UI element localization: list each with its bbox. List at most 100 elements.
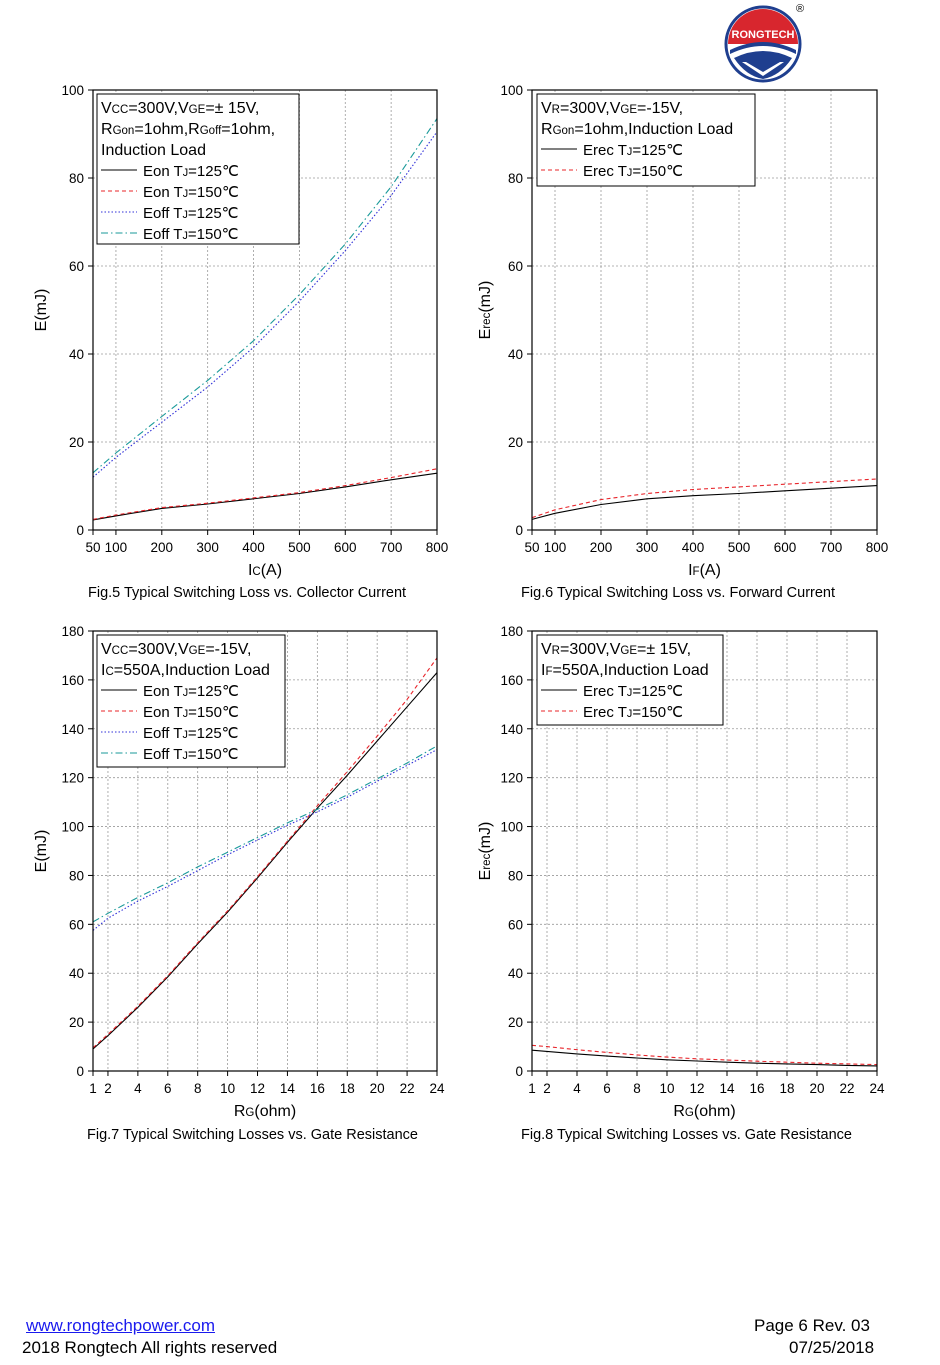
fig6-xtick-label: 50 — [524, 540, 539, 555]
fig8-xtick-label: 12 — [689, 1081, 704, 1096]
fig6-ylabel: Erec(mJ) — [477, 281, 494, 340]
fig5-xtick-label: 50 — [85, 540, 100, 555]
fig5-series-0-line — [92, 472, 438, 521]
fig6-caption: Fig.6 Typical Switching Loss vs. Forward… — [521, 585, 836, 601]
registered-mark: ® — [796, 3, 804, 15]
fig7-ytick-label: 120 — [61, 771, 84, 786]
fig7-ylabel: E(mJ) — [33, 830, 50, 873]
fig5-xtick-label: 400 — [242, 540, 265, 555]
fig7-xtick-label: 14 — [280, 1081, 296, 1096]
fig6-xtick-label: 600 — [774, 540, 797, 555]
fig8-ytick-label: 40 — [508, 966, 523, 981]
fig6-ytick-label: 80 — [508, 171, 523, 186]
fig8-series-1-line — [531, 1044, 878, 1066]
fig8-xtick-label: 2 — [543, 1081, 551, 1096]
fig5-ytick-label: 100 — [61, 83, 84, 98]
fig8-xtick-label: 14 — [719, 1081, 735, 1096]
copyright-text: 2018 Rongtech All rights reserved — [22, 1338, 278, 1357]
fig7-xtick-label: 10 — [220, 1081, 235, 1096]
fig5-plot-frame — [92, 89, 438, 531]
fig6-ytick-label: 100 — [500, 83, 523, 98]
revision-date: 07/25/2018 — [789, 1338, 875, 1357]
fig5-xtick-label: 300 — [196, 540, 219, 555]
logo-text: RONGTECH — [732, 29, 795, 41]
fig7-legend-entry-3: Eoff TJ=150℃ — [143, 746, 239, 763]
fig7-xlabel: RG(ohm) — [234, 1103, 296, 1120]
fig7-plot-frame — [92, 630, 438, 1072]
fig8-ytick-label: 120 — [500, 771, 523, 786]
fig7-xtick-label: 8 — [194, 1081, 202, 1096]
fig5-legend-box — [96, 93, 300, 245]
fig5-legend-condition: Induction Load — [101, 142, 206, 159]
fig5-ylabel: E(mJ) — [33, 289, 50, 332]
fig6-xtick-label: 700 — [820, 540, 843, 555]
fig7-xtick-label: 12 — [250, 1081, 265, 1096]
fig8-xtick-label: 18 — [779, 1081, 794, 1096]
fig7-legend-box — [96, 634, 286, 768]
fig7-ytick-label: 140 — [61, 722, 84, 737]
fig8-grid — [532, 631, 877, 1071]
fig7-ytick-label: 160 — [61, 673, 84, 688]
fig7-xtick-label: 18 — [340, 1081, 355, 1096]
fig7-ytick-label: 60 — [69, 917, 84, 932]
fig8-series-0-line — [531, 1049, 878, 1067]
fig7-xtick-label: 6 — [164, 1081, 172, 1096]
fig5-legend-entry-3: Eoff TJ=150℃ — [143, 226, 239, 243]
fig5-ytick-label: 60 — [69, 259, 84, 274]
fig5-xtick-label: 700 — [380, 540, 403, 555]
fig7-ytick-label: 0 — [76, 1064, 84, 1079]
fig8-legend-entry-0: Erec TJ=125℃ — [583, 683, 683, 700]
fig7-ytick-label: 20 — [69, 1015, 84, 1030]
fig5-legend-entry-0: Eon TJ=125℃ — [143, 163, 239, 180]
fig8-xtick-label: 20 — [809, 1081, 824, 1096]
fig8-xtick-label: 24 — [869, 1081, 885, 1096]
fig5-caption: Fig.5 Typical Switching Loss vs. Collect… — [88, 585, 407, 601]
fig8-xtick-label: 6 — [603, 1081, 611, 1096]
rongtech-logo: RONGTECH ® — [724, 3, 804, 83]
fig8-xtick-label: 16 — [749, 1081, 764, 1096]
fig7-xtick-label: 22 — [400, 1081, 415, 1096]
fig5-ytick-label: 20 — [69, 435, 84, 450]
fig7-series-2-line — [92, 749, 438, 931]
fig6-ytick-label: 40 — [508, 347, 523, 362]
fig8-xtick-label: 10 — [659, 1081, 674, 1096]
fig7-series-0-line — [92, 672, 438, 1050]
fig5-xtick-label: 800 — [426, 540, 449, 555]
fig6-ytick-label: 20 — [508, 435, 523, 450]
fig6-series-0-line — [531, 485, 878, 520]
fig8-xlabel: RG(ohm) — [673, 1103, 735, 1120]
fig6-legend-condition: VR=300V,VGE=-15V, — [541, 100, 683, 117]
fig6-legend-box — [536, 93, 756, 187]
fig7-series-3-line — [92, 745, 438, 923]
fig7-ytick-label: 100 — [61, 820, 84, 835]
fig7-ytick-label: 80 — [69, 868, 84, 883]
fig8-legend-entry-1: Erec TJ=150℃ — [583, 704, 683, 721]
fig8-caption: Fig.8 Typical Switching Losses vs. Gate … — [521, 1127, 852, 1143]
fig5-series-2-line — [92, 131, 438, 478]
fig6-xtick-label: 200 — [590, 540, 613, 555]
fig7-xtick-label: 1 — [89, 1081, 97, 1096]
fig6-ytick-label: 60 — [508, 259, 523, 274]
fig8-xtick-label: 8 — [633, 1081, 641, 1096]
fig7-ytick-label: 180 — [61, 624, 84, 639]
website-link[interactable]: www.rongtechpower.com — [26, 1316, 215, 1335]
fig8-ylabel: Erec(mJ) — [477, 822, 494, 881]
fig7-xtick-label: 20 — [370, 1081, 385, 1096]
fig8-xtick-label: 4 — [573, 1081, 581, 1096]
fig8-ytick-label: 160 — [500, 673, 523, 688]
fig5-legend-condition: VCC=300V,VGE=± 15V, — [101, 100, 259, 117]
fig7-caption: Fig.7 Typical Switching Losses vs. Gate … — [87, 1127, 418, 1143]
fig8-legend-box — [536, 634, 724, 726]
fig5-legend-entry-1: Eon TJ=150℃ — [143, 184, 239, 201]
fig5-series-1-line — [92, 468, 438, 520]
page-number: Page 6 Rev. 03 — [754, 1316, 870, 1335]
fig7-xtick-label: 4 — [134, 1081, 142, 1096]
fig7-ytick-label: 40 — [69, 966, 84, 981]
fig6-legend-entry-1: Erec TJ=150℃ — [583, 163, 683, 180]
fig6-xtick-label: 400 — [682, 540, 705, 555]
fig5-ytick-label: 80 — [69, 171, 84, 186]
fig7-legend-condition: IC=550A,Induction Load — [101, 662, 270, 679]
fig6-xtick-label: 500 — [728, 540, 751, 555]
